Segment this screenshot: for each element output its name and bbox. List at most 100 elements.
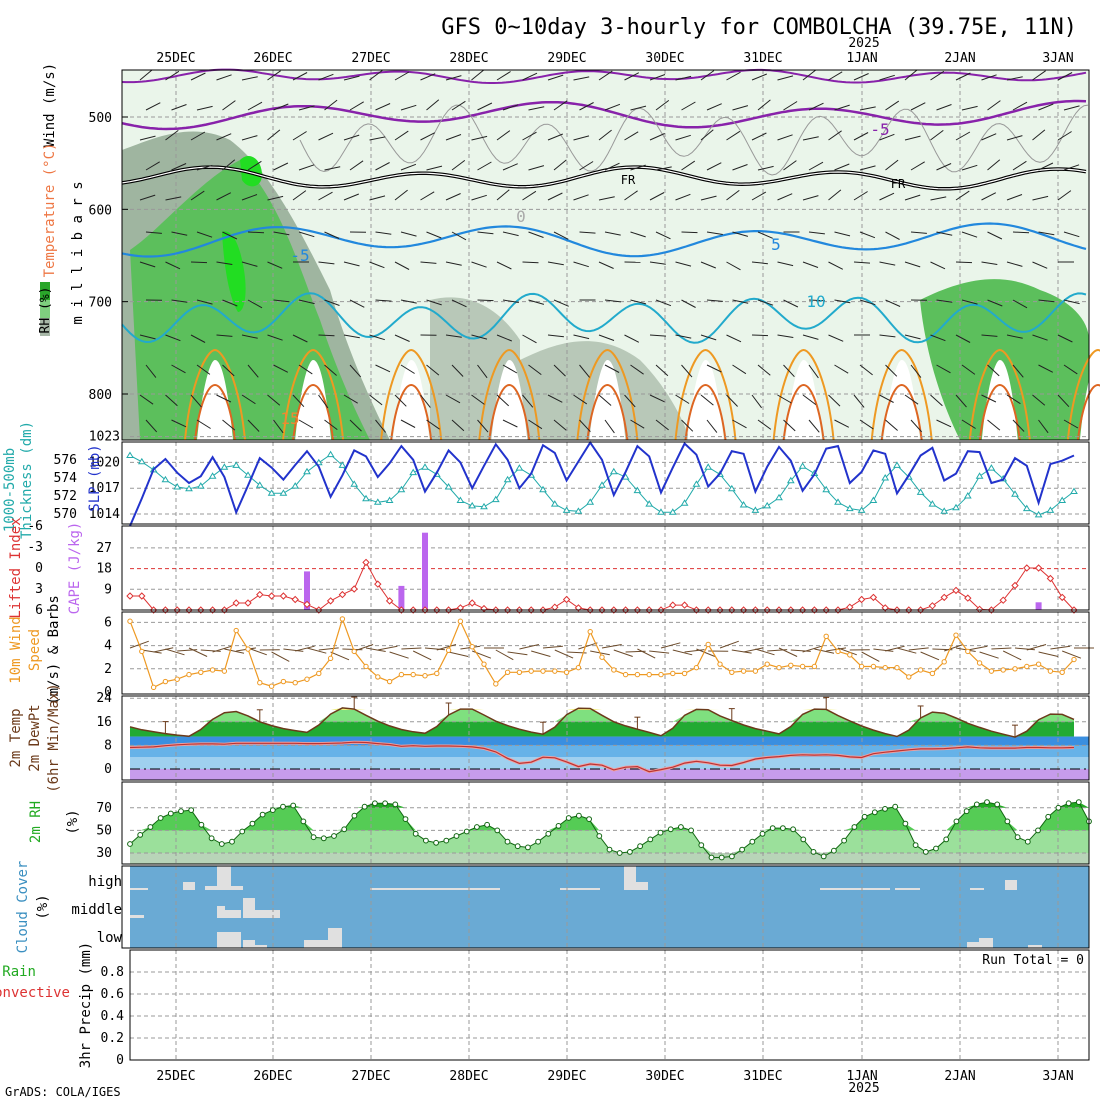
wind-marker <box>127 618 133 624</box>
wind-barb <box>222 231 238 240</box>
contour-minus10 <box>121 68 1087 84</box>
wind-barb <box>751 191 767 201</box>
bottom-date-label: 29DEC <box>547 1069 586 1084</box>
contour-20 <box>684 383 727 441</box>
cape-tick: 18 <box>96 562 112 577</box>
wind-barb <box>318 394 329 409</box>
cloud-row-middle: middle <box>71 902 122 918</box>
wind-marker <box>811 663 818 670</box>
surface-wind-barb <box>660 642 681 649</box>
surface-wind-barb <box>141 649 162 654</box>
surface-wind-barb <box>188 647 208 657</box>
wind-barb <box>375 231 392 235</box>
wind-barb <box>579 364 590 378</box>
rh-fill-mid <box>130 802 1089 831</box>
wind-barb <box>649 334 667 337</box>
cloud-block <box>1005 880 1017 890</box>
wind-marker <box>894 664 900 671</box>
wind-marker <box>209 667 216 673</box>
wind-barb <box>751 261 768 265</box>
li-axis-title: Lifted Index <box>8 517 24 618</box>
rh-marker <box>902 820 909 827</box>
rh-marker <box>1024 838 1031 845</box>
wind-barb <box>400 104 417 111</box>
wind-barb <box>808 364 819 379</box>
wind-barb <box>936 419 952 428</box>
wind-barb <box>369 195 386 201</box>
upper-air-grid <box>130 70 1089 440</box>
wind-barb <box>981 192 997 201</box>
rh-marker <box>474 824 480 830</box>
wind-barb <box>369 70 383 81</box>
li-marker <box>1011 581 1019 590</box>
wind-barb <box>675 394 690 404</box>
wind-marker <box>481 661 487 667</box>
thickness-marker <box>1070 487 1078 494</box>
cloud-block <box>217 866 231 890</box>
rh-marker <box>861 813 868 820</box>
rh-legend-swatch <box>40 300 50 318</box>
freezing-level-inner <box>121 166 1087 190</box>
wind-barb <box>375 299 392 302</box>
wind-barb <box>190 190 205 201</box>
rh-marker <box>229 838 235 845</box>
wind-barb <box>522 190 537 201</box>
mild-band <box>130 745 1089 758</box>
rh-marker <box>1035 827 1041 834</box>
wind-tick: 6 <box>104 615 112 630</box>
rh-marker <box>392 801 399 808</box>
rh-marker <box>565 815 572 821</box>
wind-marker <box>339 616 346 622</box>
rh-marker <box>749 838 756 845</box>
wind-barb <box>171 299 188 303</box>
wind-barb <box>885 100 900 111</box>
wind-barb <box>885 364 898 377</box>
wind-tick: 4 <box>104 639 112 654</box>
li-marker <box>256 590 264 599</box>
rh-marker <box>1045 813 1052 820</box>
precip-convective-legend: Convective <box>0 985 70 1001</box>
wind-barb <box>1012 364 1024 378</box>
rh-marker <box>841 837 847 844</box>
wind-barb <box>649 261 666 265</box>
cloud-axis-title: (%) <box>35 894 51 919</box>
slp-tick: 1023 <box>89 430 120 445</box>
thickness-marker <box>338 461 347 468</box>
wind-barb <box>477 161 492 171</box>
cloud-axis-title: Cloud Cover <box>15 861 31 954</box>
thickness-marker <box>775 493 783 501</box>
thickness-tick: 576 <box>54 453 77 468</box>
wind-barb <box>273 103 289 111</box>
wind-barb <box>834 231 851 237</box>
wind-barb <box>324 364 337 376</box>
wind-barb <box>171 231 188 236</box>
wind-barb <box>171 104 187 111</box>
wind-series <box>127 616 1094 691</box>
thickness-marker <box>763 501 772 509</box>
top-date-label: 27DEC <box>351 51 390 66</box>
stability-axes: 6 3 0 -3 -6 9 18 27 Lifted Index CAPE (J/kg) <box>8 517 112 618</box>
wind-barb <box>196 364 211 375</box>
li-marker <box>869 593 878 602</box>
thickness-marker <box>173 483 182 490</box>
wind-barb <box>706 103 722 111</box>
wind-marker <box>835 648 841 655</box>
li-tick: -3 <box>27 540 43 555</box>
top-date-label: 28DEC <box>449 51 488 66</box>
cloud-block <box>967 942 979 948</box>
wind-barb <box>598 129 612 141</box>
contour-label: 10 <box>806 292 825 311</box>
thickness-tick: 574 <box>54 471 78 486</box>
slp-axes: 570 572 574 576 1014 1017 1020 1023 1000-500mb Th… <box>2 421 120 539</box>
wind-marker <box>599 654 605 660</box>
li-marker <box>232 599 240 607</box>
wind-barb <box>451 231 467 241</box>
rh-marker <box>341 826 348 833</box>
li-marker <box>928 602 937 610</box>
wind-marker <box>327 655 334 662</box>
thickness-marker <box>657 508 665 515</box>
wind-barb <box>216 192 232 201</box>
wind-barb <box>426 419 440 430</box>
wind-barb <box>471 194 487 201</box>
wind-barb <box>318 132 334 141</box>
